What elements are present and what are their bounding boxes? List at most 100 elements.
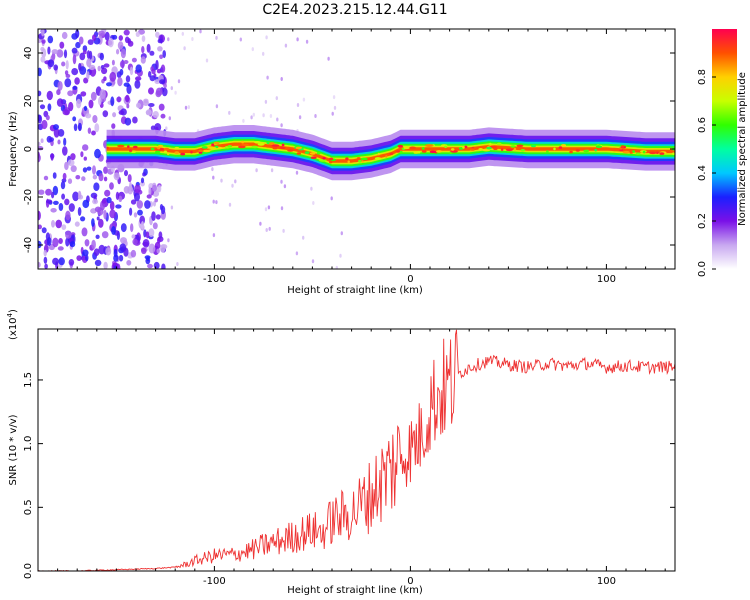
heatmap-noise-cell xyxy=(91,130,96,136)
heatmap-noise-cell xyxy=(134,192,140,202)
heatmap-faint-cell xyxy=(311,259,315,264)
ridge-peak-cell xyxy=(227,145,232,148)
heatmap-noise-cell xyxy=(149,75,156,82)
ridge-peak-cell xyxy=(345,157,349,160)
heatmap-noise-cell xyxy=(90,208,96,214)
heatmap-noise-cell xyxy=(123,29,130,36)
heatmap-noise-cell xyxy=(146,256,150,262)
heatmap-noise-cell xyxy=(120,48,126,59)
ridge-peak-cell xyxy=(254,141,261,144)
heatmap-noise-cell xyxy=(75,175,81,180)
ridge-peak-cell xyxy=(396,150,400,153)
heatmap-noise-cell xyxy=(135,76,142,81)
heatmap-faint-cell xyxy=(331,111,334,116)
heatmap-noise-cell xyxy=(67,90,74,97)
ridge-peak-cell xyxy=(553,147,556,151)
heatmap-noise-cell xyxy=(115,191,120,200)
heatmap-noise-cell xyxy=(157,38,163,44)
heatmap-noise-cell xyxy=(68,259,75,266)
snr-line xyxy=(38,329,675,571)
heatmap-noise-cell xyxy=(129,207,133,216)
heatmap-noise-cell xyxy=(110,96,115,107)
ridge-peak-cell xyxy=(417,150,421,154)
heatmap-noise-cell xyxy=(98,244,106,255)
ridge-peak-cell xyxy=(310,156,317,159)
heatmap-faint-cell xyxy=(298,115,302,120)
heatmap-faint-cell xyxy=(234,179,237,184)
ridge-peak-cell xyxy=(279,146,286,150)
ridge-peak-cell xyxy=(635,152,641,155)
colorbar-tick-label: 0.0 xyxy=(697,261,708,277)
heatmap-noise-cell xyxy=(86,166,92,171)
ridge-peak-cell xyxy=(642,150,646,154)
heatmap-noise-cell xyxy=(135,31,140,37)
heatmap-noise-cell xyxy=(93,182,100,191)
ridge-peak-cell xyxy=(309,152,316,155)
ridge-peak-cell xyxy=(361,160,364,163)
heatmap-noise-cell xyxy=(124,170,128,177)
heatmap-noise-cell xyxy=(143,229,147,238)
heatmap-noise-cell xyxy=(117,77,123,87)
ridge-peak-cell xyxy=(403,146,410,150)
heatmap-noise-cell xyxy=(41,227,47,234)
heatmap-noise-cell xyxy=(46,237,52,246)
spectrogram-heatmap xyxy=(38,29,675,269)
heatmap-faint-cell xyxy=(242,118,245,123)
heatmap-noise-cell xyxy=(92,199,99,205)
heatmap-faint-cell xyxy=(168,116,171,121)
ridge-peak-cell xyxy=(421,150,427,153)
heatmap-noise-cell xyxy=(94,206,102,213)
heatmap-faint-cell xyxy=(212,233,216,238)
y-tick-label: 1.0 xyxy=(23,436,34,452)
heatmap-noise-cell xyxy=(69,241,76,248)
ridge-peak-cell xyxy=(389,152,394,155)
ridge-peak-cell xyxy=(174,151,180,154)
heatmap-noise-cell xyxy=(81,176,86,182)
heatmap-faint-cell xyxy=(167,37,170,42)
heatmap-faint-cell xyxy=(302,235,305,240)
ridge-peak-cell xyxy=(329,157,334,161)
heatmap-noise-cell xyxy=(159,54,164,60)
colorbar xyxy=(712,29,737,269)
heatmap-faint-cell xyxy=(170,86,173,91)
ridge-peak-cell xyxy=(316,152,321,155)
heatmap-noise-cell xyxy=(145,109,152,116)
heatmap-noise-cell xyxy=(111,226,116,235)
ridge-peak-cell xyxy=(513,148,517,151)
heatmap-noise-cell xyxy=(46,90,53,101)
heatmap-noise-cell xyxy=(63,137,67,146)
heatmap-noise-cell xyxy=(73,123,78,132)
heatmap-noise-cell xyxy=(108,38,114,48)
heatmap-noise-cell xyxy=(77,207,82,216)
heatmap-noise-cell xyxy=(140,56,146,64)
heatmap-noise-cell xyxy=(135,64,142,73)
heatmap-noise-cell xyxy=(82,167,88,173)
ridge-peak-cell xyxy=(129,149,133,152)
ridge-peak-cell xyxy=(505,148,513,152)
heatmap-noise-cell xyxy=(158,103,165,111)
heatmap-noise-cell xyxy=(47,35,54,44)
heatmap-faint-cell xyxy=(231,183,234,188)
heatmap-noise-cell xyxy=(71,68,79,76)
heatmap-faint-cell xyxy=(170,205,174,210)
ridge-peak-cell xyxy=(251,145,259,149)
heatmap-noise-cell xyxy=(148,228,155,238)
heatmap-noise-cell xyxy=(43,175,49,181)
heatmap-faint-cell xyxy=(266,75,269,80)
heatmap-noise-cell xyxy=(53,64,58,71)
heatmap-noise-cell xyxy=(109,71,117,82)
ridge-peak-cell xyxy=(374,157,382,160)
heatmap-faint-cell xyxy=(255,168,258,173)
y-tick-label: 20 xyxy=(23,95,34,108)
heatmap-noise-cell xyxy=(58,257,65,266)
ridge-peak-cell xyxy=(575,149,580,152)
heatmap-noise-cell xyxy=(120,223,127,233)
heatmap-noise-cell xyxy=(67,178,73,184)
heatmap-noise-cell xyxy=(49,137,54,142)
heatmap-faint-cell xyxy=(280,123,283,128)
heatmap-noise-cell xyxy=(71,47,78,54)
heatmap-noise-cell xyxy=(94,123,100,133)
top-axes: -100 0 100 -40 -20 0 20 40 xyxy=(23,29,675,285)
heatmap-noise-cell xyxy=(160,113,166,119)
heatmap-noise-cell xyxy=(58,238,63,244)
